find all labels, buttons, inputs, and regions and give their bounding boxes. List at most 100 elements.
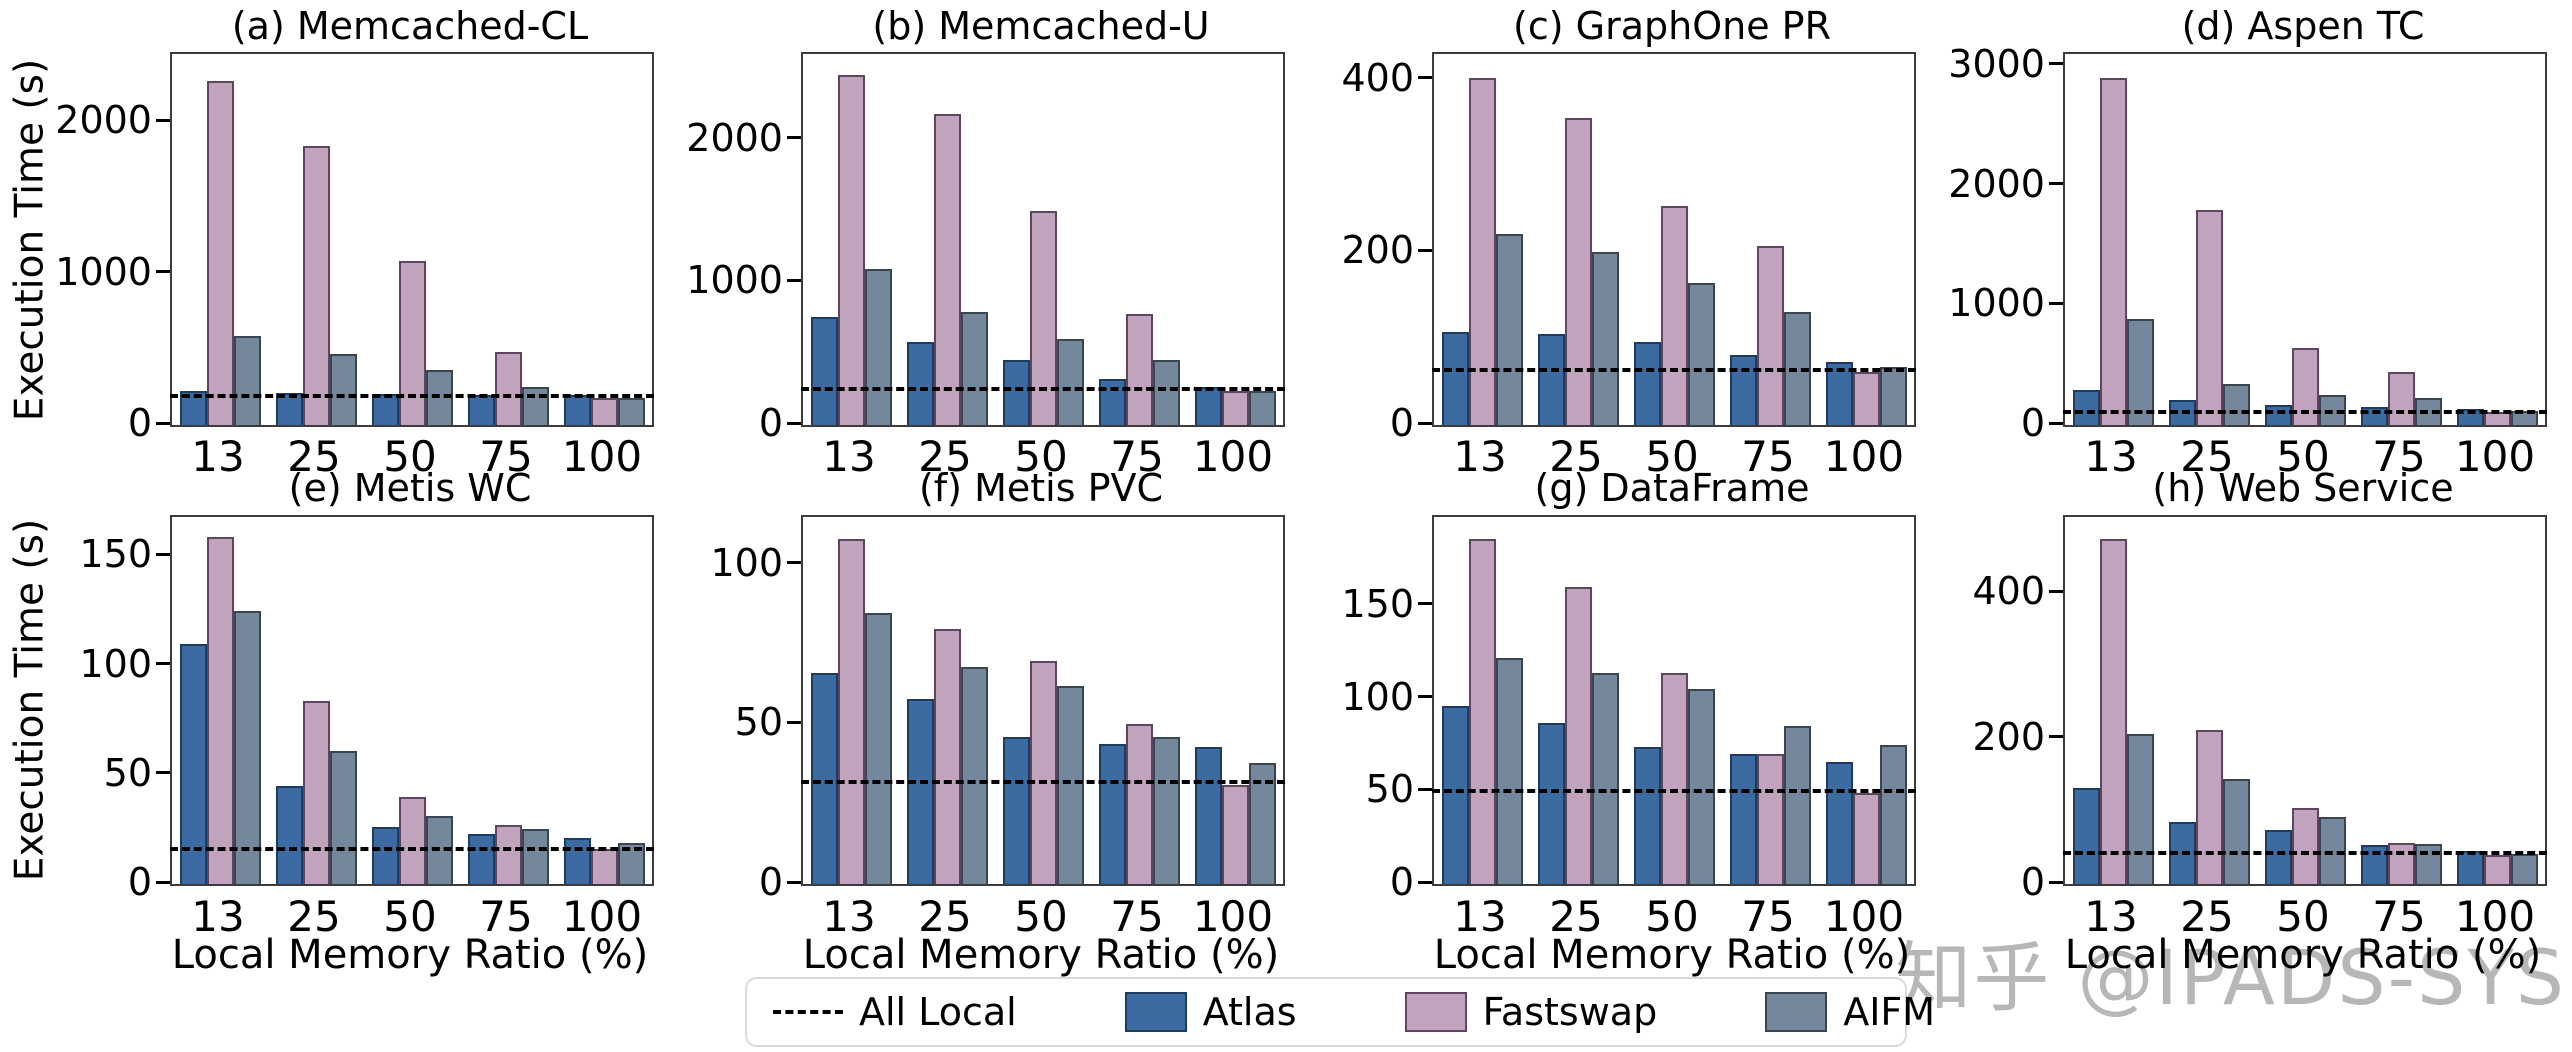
bar-atlas-b (810, 316, 838, 425)
bar-fastswap-f (1221, 785, 1249, 884)
subplot-title-h: (h) Web Service (2152, 466, 2454, 510)
y-tick-label-g: 150 (1341, 581, 1414, 626)
bar-aifm-h (2510, 854, 2538, 884)
bar-aifm-d (2126, 319, 2154, 425)
x-tick-label-c: 13 (1453, 432, 1507, 481)
y-tick-label-e: 0 (127, 860, 152, 904)
all-local-line-g (1432, 789, 1916, 794)
x-tick-label-d: 25 (2180, 432, 2234, 481)
bar-atlas-b (906, 341, 934, 425)
bar-aifm-a (617, 397, 645, 425)
x-tick-label-f: 100 (1192, 892, 1274, 941)
watermark: 知乎 @IPADS-SYS (1895, 933, 2566, 1022)
all-local-line-c (1432, 367, 1916, 372)
x-tick-label-d: 75 (2372, 432, 2426, 481)
plot-box-c (1432, 52, 1916, 427)
all-local-line-h (2063, 850, 2547, 855)
bar-fastswap-f (837, 539, 865, 884)
y-tick-label-e: 150 (79, 532, 152, 577)
bar-aifm-b (864, 269, 892, 425)
bar-fastswap-b (1125, 314, 1153, 425)
subplot-title-e: (e) Metis WC (288, 466, 532, 510)
legend: All Local Atlas Fastswap AIFM (745, 977, 1935, 1047)
y-tick-mark-e (156, 662, 170, 666)
y-tick-mark-h (2049, 589, 2063, 593)
bar-atlas-c (1633, 342, 1661, 425)
bar-aifm-e (233, 610, 261, 884)
bar-atlas-f (1098, 743, 1126, 884)
subplot-title-c: (c) GraphOne PR (1513, 4, 1831, 48)
all-local-line-f (801, 779, 1285, 784)
x-tick-label-a: 100 (561, 432, 643, 481)
subplot-title-f: (f) Metis PVC (918, 466, 1164, 510)
y-tick-mark-h (2049, 880, 2063, 884)
plot-box-e (170, 515, 654, 886)
y-tick-label-g: 0 (1389, 860, 1414, 904)
bar-fastswap-d (2195, 209, 2223, 425)
bar-atlas-d (2072, 390, 2100, 425)
y-tick-label-a: 0 (127, 401, 152, 445)
bar-aifm-c (1591, 252, 1619, 425)
legend-label-aifm: AIFM (1843, 990, 1936, 1034)
y-tick-mark-e (156, 880, 170, 884)
x-tick-label-h: 50 (2276, 892, 2330, 941)
y-tick-mark-d (2049, 62, 2063, 66)
bar-aifm-c (1495, 234, 1523, 425)
bar-fastswap-h (2195, 729, 2223, 884)
bar-atlas-b (1002, 360, 1030, 425)
subplot-title-b: (b) Memcached-U (872, 4, 1210, 48)
y-tick-label-c: 0 (1389, 401, 1414, 445)
x-tick-label-h: 75 (2372, 892, 2426, 941)
bar-aifm-g (1879, 745, 1907, 884)
bar-fastswap-f (933, 628, 961, 884)
y-tick-mark-d (2049, 421, 2063, 425)
y-tick-mark-c (1418, 421, 1432, 425)
y-tick-label-d: 2000 (1948, 161, 2045, 206)
y-tick-mark-c (1418, 248, 1432, 252)
all-local-line-a (170, 394, 654, 399)
bar-fastswap-e (494, 825, 522, 884)
y-tick-label-g: 100 (1341, 674, 1414, 719)
x-tick-label-c: 25 (1549, 432, 1603, 481)
bar-atlas-c (1537, 334, 1565, 425)
x-axis-label-g: Local Memory Ratio (%) (1433, 932, 1911, 978)
bar-fastswap-a (206, 81, 234, 425)
x-tick-label-c: 100 (1823, 432, 1905, 481)
x-tick-label-g: 25 (1549, 892, 1603, 941)
plot-box-d (2063, 52, 2547, 427)
legend-item-aifm: AIFM (1765, 990, 1935, 1034)
subplot-title-g: (g) DataFrame (1534, 466, 1810, 510)
y-tick-label-b: 1000 (686, 258, 783, 303)
y-tick-mark-b (787, 278, 801, 282)
bar-fastswap-a (302, 146, 330, 425)
plot-box-g (1432, 515, 1916, 886)
bar-aifm-b (960, 311, 988, 425)
bar-fastswap-b (933, 113, 961, 425)
x-tick-label-c: 75 (1741, 432, 1795, 481)
x-axis-label-f: Local Memory Ratio (%) (802, 932, 1280, 978)
y-tick-label-a: 1000 (55, 249, 152, 294)
bar-fastswap-c (1852, 372, 1880, 425)
bar-atlas-g (1633, 746, 1661, 884)
y-tick-mark-a (156, 270, 170, 274)
legend-label-fastswap: Fastswap (1482, 990, 1658, 1034)
x-tick-label-g: 75 (1741, 892, 1795, 941)
plot-box-h (2063, 515, 2547, 886)
x-tick-label-a: 25 (287, 432, 341, 481)
y-tick-label-b: 2000 (686, 115, 783, 160)
bar-aifm-f (1152, 737, 1180, 884)
y-tick-label-f: 0 (758, 860, 783, 904)
bar-aifm-g (1591, 672, 1619, 884)
bar-fastswap-d (2387, 372, 2415, 425)
bar-atlas-e (563, 838, 591, 884)
bar-fastswap-h (2291, 807, 2319, 884)
x-tick-label-e: 75 (479, 892, 533, 941)
y-tick-mark-e (156, 771, 170, 775)
bar-atlas-f (1002, 737, 1030, 884)
bar-fastswap-c (1564, 117, 1592, 425)
y-tick-mark-f (787, 720, 801, 724)
subplot-title-d: (d) Aspen TC (2181, 4, 2425, 48)
y-tick-mark-h (2049, 735, 2063, 739)
y-tick-label-h: 400 (1972, 569, 2045, 614)
x-tick-label-g: 13 (1453, 892, 1507, 941)
